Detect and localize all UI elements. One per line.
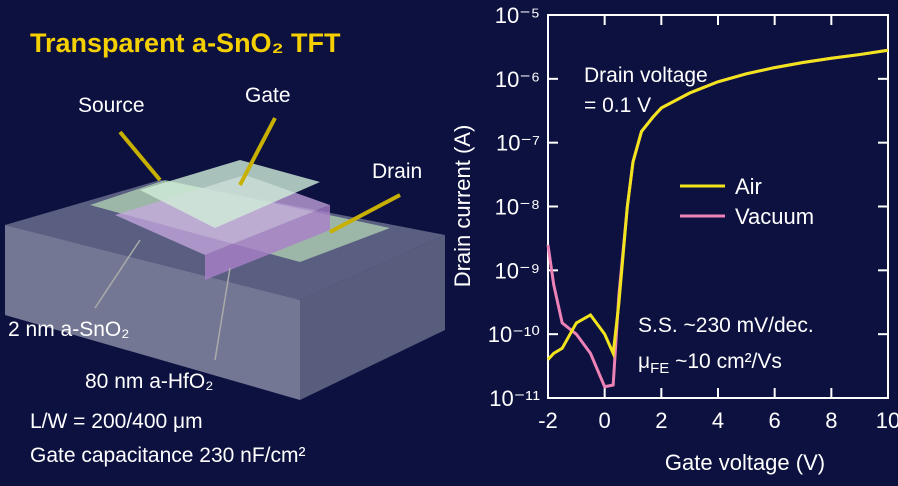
- annotation: Drain voltage: [584, 64, 708, 87]
- x-tick-label: 0: [599, 408, 611, 433]
- x-tick-label: 8: [825, 408, 837, 433]
- y-tick-label: 10⁻⁷: [496, 131, 540, 156]
- mobility-value: ~10 cm²/Vs: [669, 350, 782, 373]
- y-tick-label: 10⁻⁶: [495, 67, 540, 92]
- annotation: = 0.1 V: [584, 94, 651, 117]
- channel-label: 2 nm a-SnO₂: [8, 318, 129, 341]
- x-tick-label: 10: [876, 408, 898, 433]
- figure: Transparent a-SnO₂ TFT Source Gate Drain…: [0, 0, 898, 486]
- x-axis-title: Gate voltage (V): [665, 450, 825, 475]
- page: Transparent a-SnO₂ TFT Source Gate Drain…: [0, 0, 898, 486]
- insulator-label: 80 nm a-HfO₂: [85, 370, 213, 393]
- legend-label: Air: [735, 174, 762, 199]
- x-tick-label: -2: [538, 408, 558, 433]
- source-label: Source: [78, 94, 145, 117]
- annotation: S.S. ~230 mV/dec.: [638, 314, 814, 337]
- mobility-subscript: FE: [650, 360, 669, 377]
- x-tick-label: 2: [655, 408, 667, 433]
- x-tick-label: 4: [712, 408, 724, 433]
- y-tick-label: 10⁻⁵: [495, 3, 540, 28]
- y-tick-label: 10⁻¹⁰: [488, 322, 540, 347]
- y-tick-label: 10⁻⁹: [494, 258, 540, 283]
- mobility-symbol: μ: [638, 350, 650, 373]
- x-tick-label: 6: [769, 408, 781, 433]
- capacitance: Gate capacitance 230 nF/cm²: [30, 444, 305, 467]
- dimensions: L/W = 200/400 μm: [30, 410, 203, 433]
- drain-label: Drain: [372, 160, 422, 183]
- gate-label: Gate: [245, 84, 291, 107]
- y-tick-label: 10⁻⁸: [495, 195, 540, 220]
- y-axis-title: Drain current (A): [450, 125, 475, 288]
- diagram-title: Transparent a-SnO₂ TFT: [30, 28, 341, 58]
- y-tick-label: 10⁻¹¹: [489, 386, 540, 411]
- legend-label: Vacuum: [735, 204, 814, 229]
